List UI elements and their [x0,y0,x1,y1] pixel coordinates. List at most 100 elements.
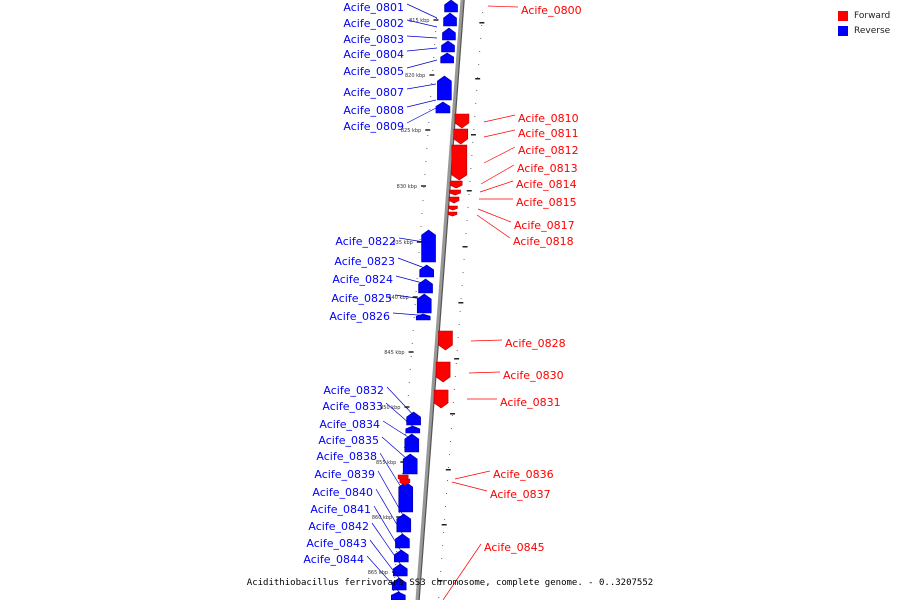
gene-arrow-acife-0808[interactable] [435,101,451,114]
guide-dot [415,291,417,292]
gene-arrow-acife-0817[interactable] [448,205,458,211]
label-leader-line [395,275,431,286]
gene-label-acife-0809[interactable]: Acife_0809 [343,120,404,133]
gene-label-acife-0834[interactable]: Acife_0834 [319,418,380,431]
guide-dot [394,577,396,578]
gene-arrow-acife-0841[interactable] [393,549,409,563]
gene-arrow-acife-0844[interactable] [390,591,406,600]
gene-label-acife-0839[interactable]: Acife_0839 [314,468,375,481]
gene-arrow-acife-0832[interactable] [406,411,421,426]
minor-tick [437,580,443,582]
gene-arrow-acife-0831[interactable] [433,389,449,409]
gene-label-acife-0808[interactable]: Acife_0808 [343,104,404,117]
kbp-tick-label: 850 kbp [380,405,400,411]
gene-label-acife-0835[interactable]: Acife_0835 [318,434,379,447]
gene-label-acife-0828[interactable]: Acife_0828 [505,337,566,350]
gene-label-acife-0841[interactable]: Acife_0841 [310,503,371,516]
gene-arrow-acife-0810[interactable] [454,113,470,129]
gene-arrow-acife-0811[interactable] [453,128,469,145]
guide-dot [480,38,482,39]
gene-label-acife-0831[interactable]: Acife_0831 [500,396,561,409]
gene-arrow-acife-0835[interactable] [402,453,418,475]
guide-dot [429,109,431,110]
gene-arrow-acife-0834[interactable] [404,433,420,453]
guide-dot [413,317,415,318]
gene-label-acife-0800[interactable]: Acife_0800 [521,4,582,17]
gene-label-acife-0830[interactable]: Acife_0830 [503,369,564,382]
guide-dot [461,285,463,286]
gene-arrow-acife-0818[interactable] [447,211,458,217]
guide-dot [481,25,483,26]
guide-dot [418,252,420,253]
gene-arrow-acife-0804[interactable] [441,40,455,53]
guide-dot [412,330,414,331]
gene-arrow-acife-0830[interactable] [435,361,451,383]
gene-arrow-acife-0803[interactable] [442,27,456,41]
guide-dot [454,376,456,377]
gene-label-acife-0836[interactable]: Acife_0836 [493,468,554,481]
gene-label-acife-0844[interactable]: Acife_0844 [303,553,364,566]
gene-label-acife-0817[interactable]: Acife_0817 [514,219,575,232]
gene-arrow-acife-0839[interactable] [396,513,412,533]
gene-label-acife-0823[interactable]: Acife_0823 [334,255,395,268]
gene-label-acife-0845[interactable]: Acife_0845 [484,541,545,554]
gene-arrow-acife-0824[interactable] [418,278,433,294]
guide-dot [407,395,409,396]
label-leader-line [468,371,501,374]
guide-dot [396,551,398,552]
gene-arrow-acife-0801[interactable] [444,0,458,13]
guide-dot [457,337,459,338]
gene-arrow-acife-0822[interactable] [421,229,436,263]
gene-label-acife-0832[interactable]: Acife_0832 [323,384,384,397]
guide-dot [463,259,465,260]
gene-arrow-acife-0814[interactable] [449,189,461,196]
gene-label-acife-0843[interactable]: Acife_0843 [306,537,367,550]
gene-arrow-acife-0840[interactable] [395,533,410,549]
gene-label-acife-0818[interactable]: Acife_0818 [513,235,574,248]
gene-label-acife-0807[interactable]: Acife_0807 [343,86,404,99]
label-leader-line [406,3,438,19]
gene-label-acife-0824[interactable]: Acife_0824 [332,273,393,286]
gene-label-acife-0826[interactable]: Acife_0826 [329,310,390,323]
gene-label-acife-0814[interactable]: Acife_0814 [516,178,577,191]
kbp-tick-mark [421,185,427,187]
gene-arrow-acife-0812[interactable] [451,144,468,181]
gene-arrow-acife-0825[interactable] [416,293,432,314]
gene-arrow-acife-0842[interactable] [392,563,408,577]
gene-label-acife-0833[interactable]: Acife_0833 [322,400,383,413]
gene-label-acife-0840[interactable]: Acife_0840 [312,486,373,499]
guide-dot [478,64,480,65]
gene-arrow-acife-0802[interactable] [443,12,457,27]
guide-dot [479,51,481,52]
gene-arrow-acife-0805[interactable] [440,52,454,64]
kbp-tick-mark [412,296,418,298]
gene-label-acife-0837[interactable]: Acife_0837 [490,488,551,501]
guide-dot [451,415,453,416]
gene-arrow-acife-0828[interactable] [438,330,453,351]
gene-arrow-acife-0813[interactable] [449,180,463,189]
gene-arrow-acife-0823[interactable] [419,264,434,278]
gene-label-acife-0803[interactable]: Acife_0803 [343,33,404,46]
gene-label-acife-0805[interactable]: Acife_0805 [343,65,404,78]
guide-dot [420,226,422,227]
gene-label-acife-0802[interactable]: Acife_0802 [343,17,404,30]
gene-arrow-acife-0843[interactable] [391,577,407,591]
gene-label-acife-0813[interactable]: Acife_0813 [517,162,578,175]
minor-tick [450,413,456,415]
gene-label-acife-0825[interactable]: Acife_0825 [331,292,392,305]
gene-label-acife-0811[interactable]: Acife_0811 [518,127,579,140]
gene-label-acife-0822[interactable]: Acife_0822 [335,235,396,248]
gene-label-acife-0838[interactable]: Acife_0838 [316,450,377,463]
guide-dot [467,207,469,208]
gene-label-acife-0801[interactable]: Acife_0801 [343,1,404,14]
gene-label-acife-0815[interactable]: Acife_0815 [516,196,577,209]
gene-arrow-acife-0837[interactable] [399,478,411,486]
gene-label-acife-0804[interactable]: Acife_0804 [343,48,404,61]
gene-label-acife-0842[interactable]: Acife_0842 [308,520,369,533]
gene-label-acife-0812[interactable]: Acife_0812 [518,144,579,157]
gene-arrow-acife-0815[interactable] [448,196,460,204]
gene-label-acife-0810[interactable]: Acife_0810 [518,112,579,125]
gene-arrow-acife-0833[interactable] [405,425,421,434]
label-leader-line [394,294,431,301]
gene-arrow-acife-0807[interactable] [437,75,452,101]
